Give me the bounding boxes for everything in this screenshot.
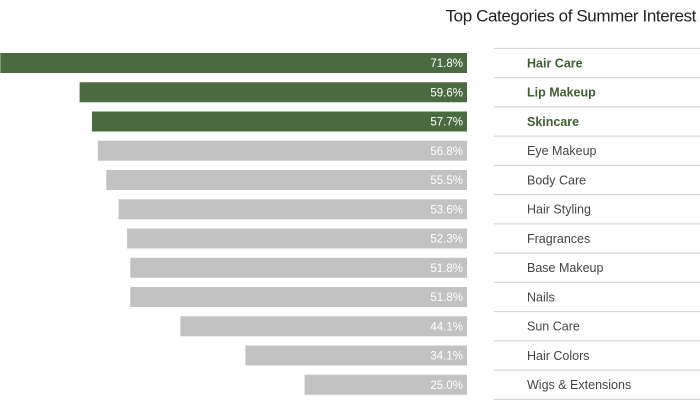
value-label: 51.8% xyxy=(430,263,463,275)
category-label: Hair Colors xyxy=(527,349,590,363)
value-label: 25.0% xyxy=(430,380,463,392)
category-label: Base Makeup xyxy=(527,261,603,275)
category-label: Hair Styling xyxy=(527,203,591,217)
value-label: 57.7% xyxy=(430,117,463,129)
bar xyxy=(79,82,467,103)
category-label: Hair Care xyxy=(527,56,583,70)
value-label: 52.3% xyxy=(430,234,463,246)
bar xyxy=(91,111,467,132)
bar xyxy=(304,374,467,395)
value-label: 55.5% xyxy=(430,175,463,187)
category-label: Lip Makeup xyxy=(527,86,596,100)
bar xyxy=(130,257,468,278)
value-label: 53.6% xyxy=(430,204,463,216)
bar xyxy=(180,316,467,337)
bar xyxy=(118,199,467,220)
bar xyxy=(127,228,468,249)
category-label: Eye Makeup xyxy=(527,144,597,158)
value-label: 56.8% xyxy=(430,146,463,158)
bar xyxy=(106,170,467,190)
chart-title: Top Categories of Summer Interest xyxy=(446,6,697,25)
category-label: Fragrances xyxy=(527,232,590,246)
category-label: Skincare xyxy=(527,115,579,129)
bar xyxy=(245,345,467,366)
value-label: 71.8% xyxy=(430,58,463,70)
value-label: 51.8% xyxy=(430,292,463,304)
category-label: Nails xyxy=(527,290,555,304)
category-label: Wigs & Extensions xyxy=(527,378,631,392)
category-label: Sun Care xyxy=(527,320,580,334)
value-label: 44.1% xyxy=(430,321,463,333)
value-label: 59.6% xyxy=(430,87,463,99)
bar xyxy=(0,53,468,73)
bar xyxy=(130,287,468,307)
value-label: 34.1% xyxy=(430,351,463,363)
category-label: Body Care xyxy=(527,173,586,187)
bar xyxy=(97,140,468,161)
